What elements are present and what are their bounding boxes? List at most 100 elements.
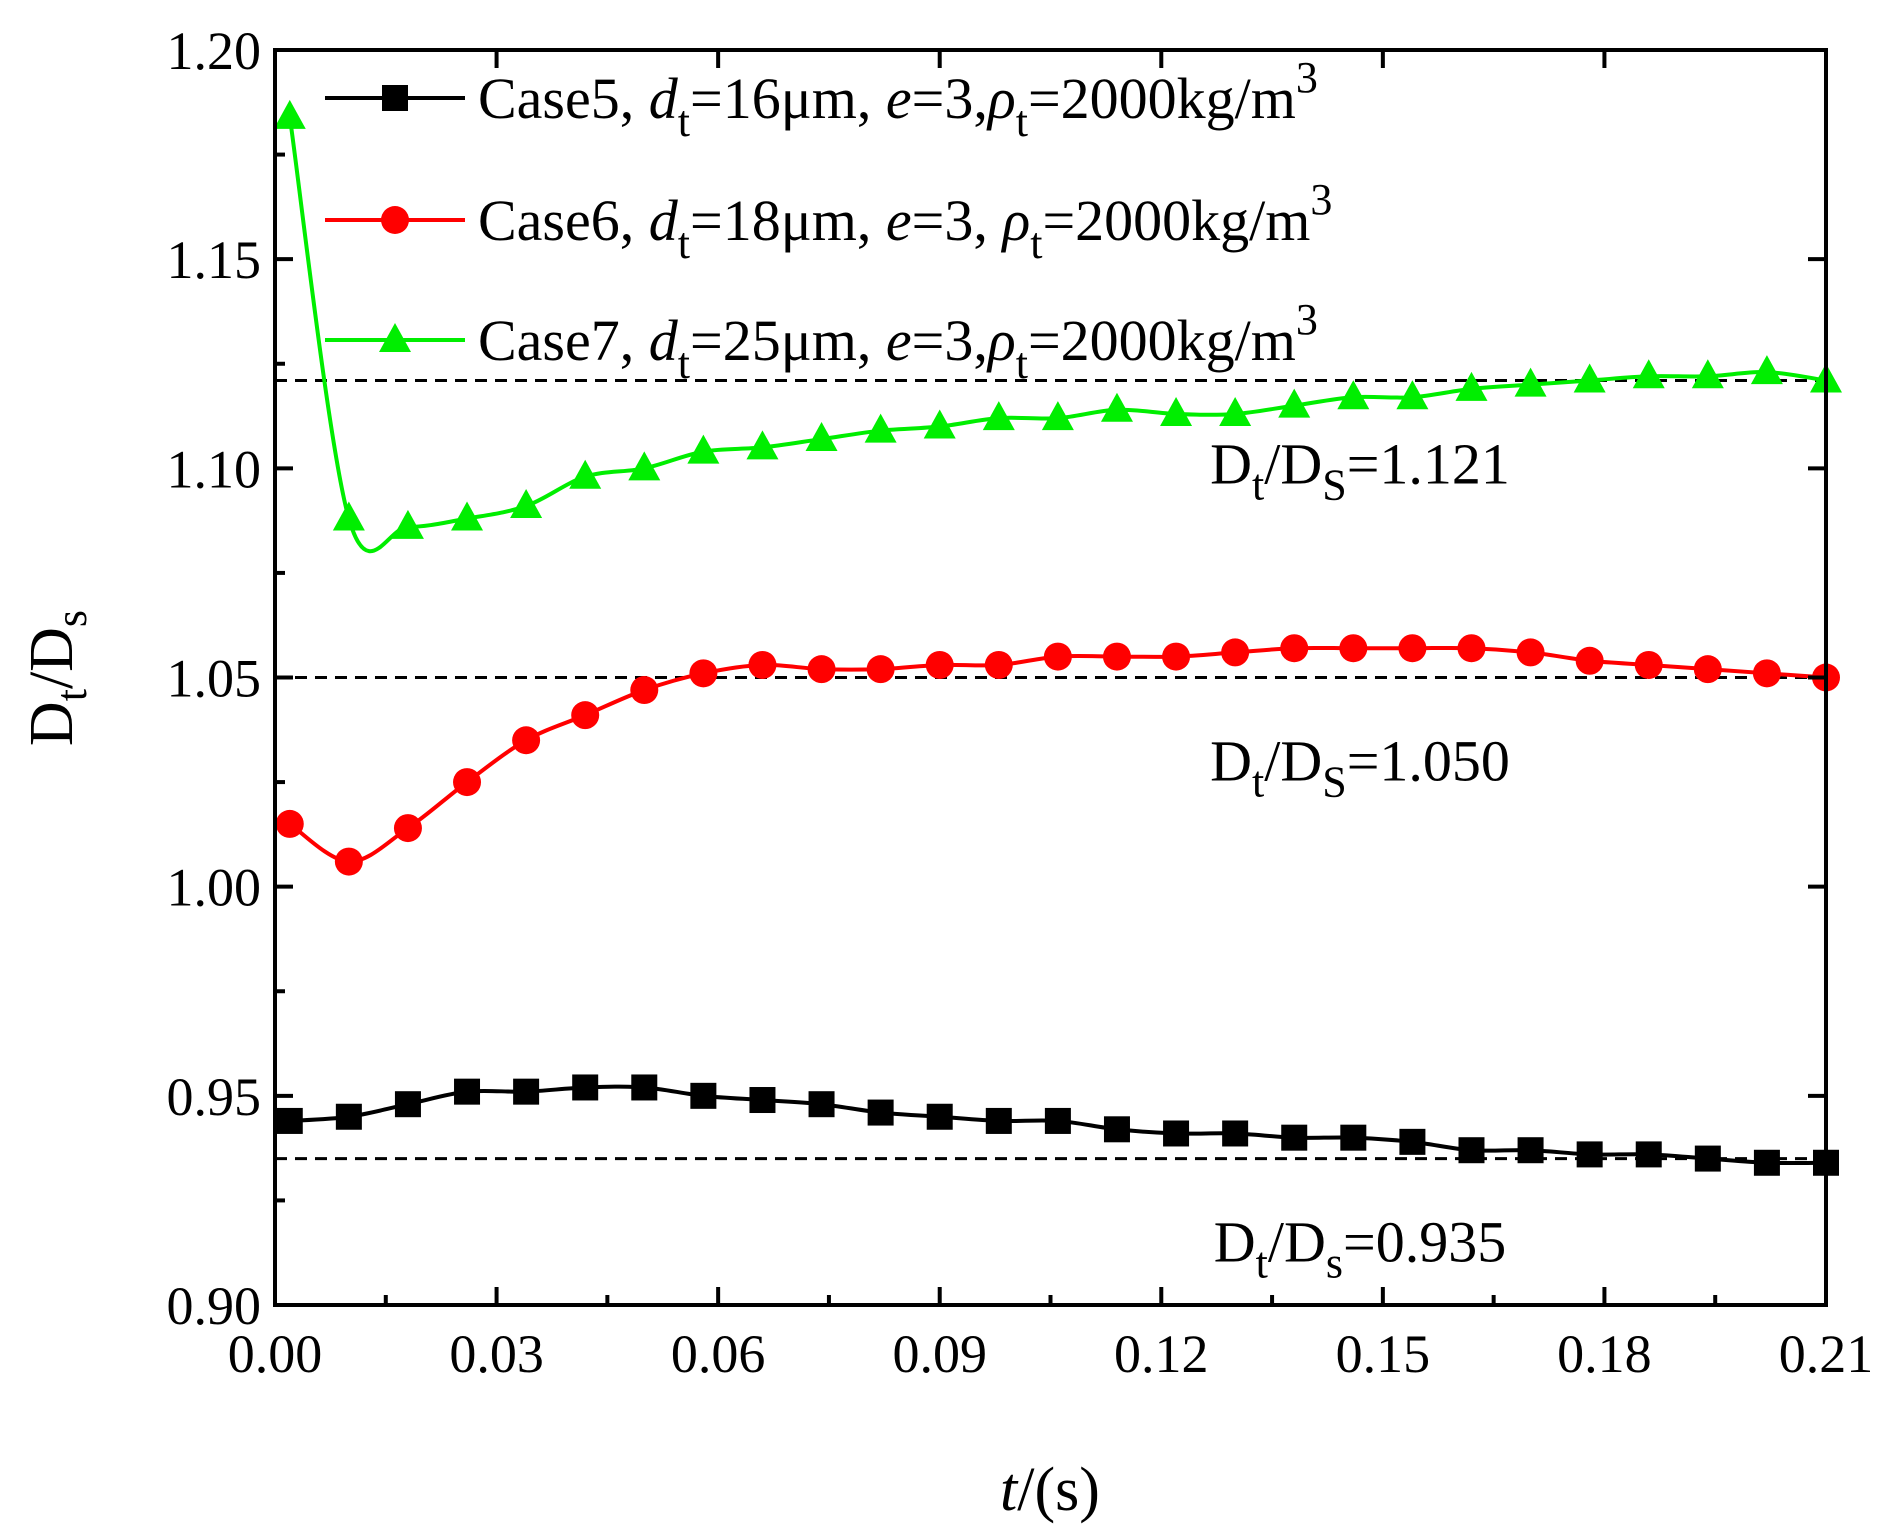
data-point xyxy=(1340,1124,1367,1151)
data-point xyxy=(1458,1137,1485,1164)
data-point xyxy=(1278,388,1311,418)
data-point xyxy=(394,1091,421,1118)
data-point xyxy=(1337,380,1370,410)
x-tick-label: 0.03 xyxy=(449,1324,544,1384)
data-point xyxy=(926,1103,953,1130)
legend-item-case7: Case7, dt=25μm, e=3,ρt=2000kg/m3 xyxy=(325,295,1318,388)
data-point xyxy=(1396,380,1429,410)
data-point xyxy=(1573,363,1606,393)
data-point xyxy=(1576,1141,1603,1168)
y-tick-label: 1.05 xyxy=(167,649,262,709)
reference-label: Dt/Ds=0.935 xyxy=(1214,1210,1506,1288)
data-point xyxy=(1163,1120,1190,1147)
legend-marker xyxy=(379,323,411,352)
data-point xyxy=(572,1074,599,1101)
data-point xyxy=(1516,638,1545,667)
data-point xyxy=(1635,1141,1662,1168)
data-point xyxy=(690,1082,717,1109)
legend-label: Case7, dt=25μm, e=3,ρt=2000kg/m3 xyxy=(478,295,1318,388)
x-tick-label: 0.15 xyxy=(1336,1324,1431,1384)
data-point xyxy=(923,409,956,439)
data-point xyxy=(808,1091,835,1118)
series-layer xyxy=(273,99,1842,1176)
data-point xyxy=(276,1107,303,1134)
data-point xyxy=(1575,646,1604,675)
data-point xyxy=(1455,371,1488,401)
y-tick-label: 0.90 xyxy=(167,1276,262,1336)
reference-label: Dt/DS=1.121 xyxy=(1210,431,1510,509)
legend-item-case6: Case6, dt=18μm, e=3, ρt=2000kg/m3 xyxy=(325,175,1332,268)
data-point xyxy=(1103,1116,1130,1143)
data-point xyxy=(1750,355,1783,385)
data-point xyxy=(630,676,659,705)
data-point xyxy=(275,809,304,838)
legend-label: Case6, dt=18μm, e=3, ρt=2000kg/m3 xyxy=(478,175,1332,268)
data-point xyxy=(1693,655,1722,684)
data-point xyxy=(512,726,541,755)
y-axis: 0.90 0.95 1.00 1.05 1.10 1.15 1.20 xyxy=(167,21,1826,1336)
data-point xyxy=(748,650,777,679)
data-point xyxy=(864,413,897,443)
data-point xyxy=(687,434,720,464)
x-tick-label: 0.09 xyxy=(892,1324,987,1384)
legend-marker xyxy=(382,85,408,111)
data-point xyxy=(391,509,424,539)
data-point xyxy=(1281,1124,1308,1151)
data-point xyxy=(1457,634,1486,663)
y-tick-label: 0.95 xyxy=(167,1067,262,1127)
data-point xyxy=(1752,659,1781,688)
series-case7 xyxy=(273,99,1842,554)
y-tick-label: 1.00 xyxy=(167,858,262,918)
data-point xyxy=(1517,1137,1544,1164)
data-point xyxy=(335,1103,362,1130)
data-point xyxy=(513,1078,540,1105)
y-tick-label: 1.15 xyxy=(167,230,262,290)
data-point xyxy=(1100,392,1133,422)
data-point xyxy=(454,1078,481,1105)
data-point xyxy=(1398,634,1427,663)
x-axis: 0.00 0.03 0.06 0.09 0.12 0.15 0.18 0.21 xyxy=(228,50,1874,1384)
data-point xyxy=(807,655,836,684)
data-point xyxy=(805,422,838,452)
data-point xyxy=(1102,642,1131,671)
data-point xyxy=(689,659,718,688)
data-point xyxy=(510,488,543,518)
data-point xyxy=(1160,396,1193,426)
data-point xyxy=(569,459,602,489)
legend: Case5, dt=16μm, e=3,ρt=2000kg/m3 Case6, d… xyxy=(325,53,1332,388)
data-point xyxy=(984,650,1013,679)
data-point xyxy=(985,1107,1012,1134)
data-point xyxy=(1514,367,1547,397)
data-point xyxy=(1221,638,1250,667)
data-point xyxy=(332,501,365,531)
x-tick-label: 0.06 xyxy=(671,1324,766,1384)
x-tick-label: 0.12 xyxy=(1114,1324,1209,1384)
data-point xyxy=(453,768,482,797)
data-point xyxy=(393,814,422,843)
series-case6 xyxy=(275,634,1840,876)
data-point xyxy=(1162,642,1191,671)
data-point xyxy=(1043,642,1072,671)
data-point xyxy=(1691,359,1724,389)
data-point xyxy=(1753,1149,1780,1176)
y-tick-label: 1.20 xyxy=(167,21,262,81)
reference-label: Dt/DS=1.050 xyxy=(1210,729,1510,807)
data-point xyxy=(1044,1107,1071,1134)
data-point xyxy=(925,650,954,679)
data-point xyxy=(1694,1145,1721,1172)
data-point xyxy=(1222,1120,1249,1147)
data-point xyxy=(866,655,895,684)
data-point xyxy=(451,501,484,531)
x-axis-title: t/(s) xyxy=(1000,1456,1100,1524)
data-point xyxy=(273,99,306,129)
legend-marker xyxy=(381,206,409,234)
x-tick-label: 0.18 xyxy=(1557,1324,1652,1384)
data-point xyxy=(749,1087,776,1114)
data-point xyxy=(1339,634,1368,663)
x-tick-label: 0.21 xyxy=(1779,1324,1874,1384)
data-point xyxy=(982,401,1015,431)
data-point xyxy=(867,1099,894,1126)
legend-label: Case5, dt=16μm, e=3,ρt=2000kg/m3 xyxy=(478,53,1318,146)
data-point xyxy=(1399,1128,1426,1155)
